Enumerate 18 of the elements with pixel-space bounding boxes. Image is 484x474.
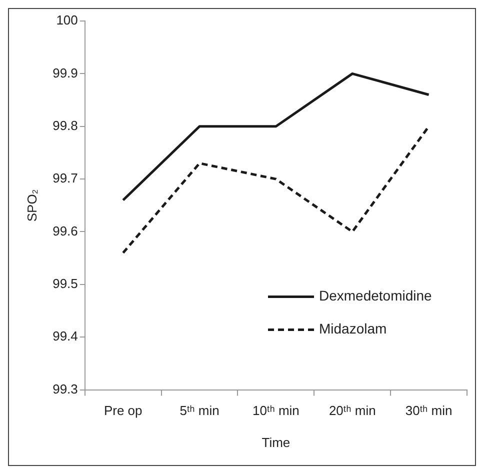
x-axis-title: Time: [262, 434, 290, 450]
y-tick-label: 99.6: [52, 223, 78, 238]
y-tick-label: 100: [56, 12, 78, 28]
x-tick-label: 20ᵗʰ min: [328, 403, 376, 418]
legend-label: Midazolam: [319, 320, 387, 337]
legend-label: Dexmedetomidine: [319, 288, 432, 304]
y-tick-label: 99.7: [52, 170, 78, 186]
y-tick-label: 99.9: [52, 65, 78, 80]
y-tick-label: 99.5: [52, 276, 78, 292]
x-tick-label: 5ᵗʰ min: [180, 403, 220, 418]
x-tick-label: Pre op: [104, 403, 142, 418]
x-tick-label: 30ᵗʰ min: [405, 403, 452, 418]
line-series: [122, 125, 430, 254]
x-tick-label: 10ᵗʰ min: [252, 403, 300, 418]
y-axis-title: SPO₂: [24, 189, 40, 222]
y-tick-label: 99.8: [52, 118, 78, 133]
y-tick-label: 99.3: [52, 381, 78, 396]
y-tick-label: 99.4: [52, 328, 78, 344]
